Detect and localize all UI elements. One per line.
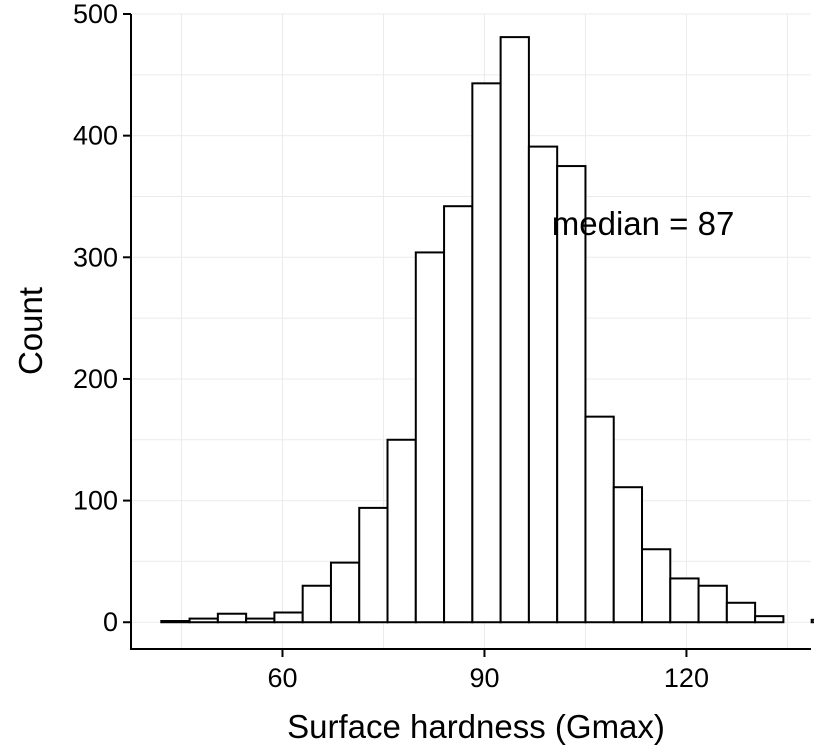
histogram-bars [160, 36, 814, 624]
y-tick-label: 400 [73, 121, 118, 151]
histogram-bar [471, 82, 502, 624]
y-tick-label: 0 [103, 607, 118, 637]
x-tick-label: 90 [469, 663, 499, 693]
x-tick-label: 120 [664, 663, 709, 693]
x-axis-label: Surface hardness (Gmax) [287, 708, 665, 745]
median-annotation: median = 87 [552, 205, 735, 242]
histogram-bar [810, 618, 814, 624]
histogram-bar [556, 165, 587, 624]
histogram-bar [697, 584, 728, 624]
y-axis-label: Count [12, 287, 49, 375]
histogram-bar [584, 415, 615, 624]
histogram-bar [386, 438, 417, 624]
histogram-bar [499, 36, 530, 624]
axes [130, 14, 811, 650]
histogram-bar [641, 548, 672, 624]
y-tick-label: 200 [73, 364, 118, 394]
y-tick-label: 300 [73, 242, 118, 272]
histogram-bar [443, 205, 474, 624]
ticks: 0 100 200 300 400 500 60 90 120 [73, 0, 709, 693]
x-tick-label: 60 [267, 663, 297, 693]
histogram-bar [358, 506, 389, 624]
histogram-bar [216, 612, 248, 624]
histogram-bar [188, 617, 219, 624]
y-tick-label: 100 [73, 486, 118, 516]
y-tick-label: 500 [73, 0, 118, 29]
histogram-bar [329, 561, 361, 624]
histogram-bar [160, 620, 191, 624]
histogram-bar [414, 251, 446, 624]
histogram-bar [754, 615, 785, 624]
histogram-bar [245, 617, 276, 624]
histogram-bar [273, 611, 304, 624]
histogram-bar [669, 577, 700, 624]
histogram-bar [612, 486, 644, 624]
histogram-bar [301, 584, 332, 624]
histogram-bar [725, 601, 757, 624]
